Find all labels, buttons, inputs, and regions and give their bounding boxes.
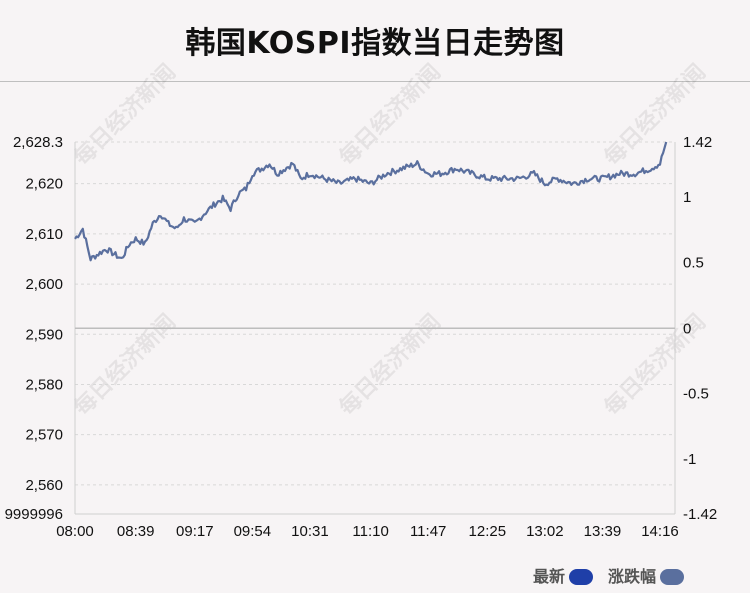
y-right-tick-label: -0.5 <box>683 386 709 403</box>
x-tick-label: 11:10 <box>352 523 388 540</box>
chart-title: 韩国KOSPI指数当日走势图 <box>185 26 565 61</box>
y-left-tick-label: 2,560 <box>25 477 63 494</box>
x-tick-label: 13:02 <box>526 523 564 540</box>
watermark-text: 每日经济新闻 <box>334 309 446 421</box>
y-left-tick-label: 2,590 <box>25 326 63 343</box>
y-left-tick-label: 2,600 <box>25 276 63 293</box>
y-left-tick-label: 2,620 <box>25 176 63 193</box>
series-layer <box>74 141 668 262</box>
legend-swatch-latest <box>569 569 594 585</box>
series-line-latest <box>74 141 668 262</box>
title-divider <box>0 81 750 82</box>
watermark-text: 每日经济新闻 <box>69 59 181 171</box>
legend-label-change: 涨跌幅 <box>608 567 657 586</box>
y-right-tick-label: -1 <box>683 451 696 468</box>
y-right-tick-label: -1.42 <box>683 506 717 523</box>
axes <box>74 142 676 515</box>
y-right-tick-label: 1 <box>683 189 691 206</box>
tick-labels: 2,628.3 2,620 2,610 2,600 2,590 2,580 2,570 2,5… <box>5 134 718 540</box>
x-tick-label: 14:16 <box>641 523 679 540</box>
watermark-text: 每日经济新闻 <box>599 59 711 171</box>
y-right-tick-label: 0 <box>683 320 691 337</box>
x-tick-label: 10:31 <box>291 523 329 540</box>
x-tick-label: 09:54 <box>234 523 272 540</box>
y-left-tick-label: 2,580 <box>25 376 63 393</box>
x-tick-label: 11:47 <box>410 523 446 540</box>
x-tick-label: 08:39 <box>117 523 155 540</box>
y-right-tick-label: 1.42 <box>683 134 712 151</box>
legend-label-latest: 最新 <box>533 567 566 586</box>
y-left-tick-label: 2,628.3 <box>13 134 63 151</box>
watermark-text: 每日经济新闻 <box>69 309 181 421</box>
legend-item-latest: 最新 <box>533 563 594 587</box>
legend-item-change: 涨跌幅 <box>608 563 685 587</box>
y-right-tick-label: 0.5 <box>683 255 704 272</box>
x-tick-label: 13:39 <box>584 523 622 540</box>
y-left-tick-label: 2,570 <box>25 427 63 444</box>
watermark-text: 每日经济新闻 <box>599 309 711 421</box>
x-tick-label: 08:00 <box>56 523 94 540</box>
x-tick-label: 12:25 <box>469 523 507 540</box>
y-left-tick-label: 2,610 <box>25 226 63 243</box>
watermark-text: 每日经济新闻 <box>334 59 446 171</box>
y-left-tick-label: 9999996 <box>5 506 63 523</box>
legend-swatch-change <box>660 569 685 585</box>
x-tick-label: 09:17 <box>176 523 214 540</box>
